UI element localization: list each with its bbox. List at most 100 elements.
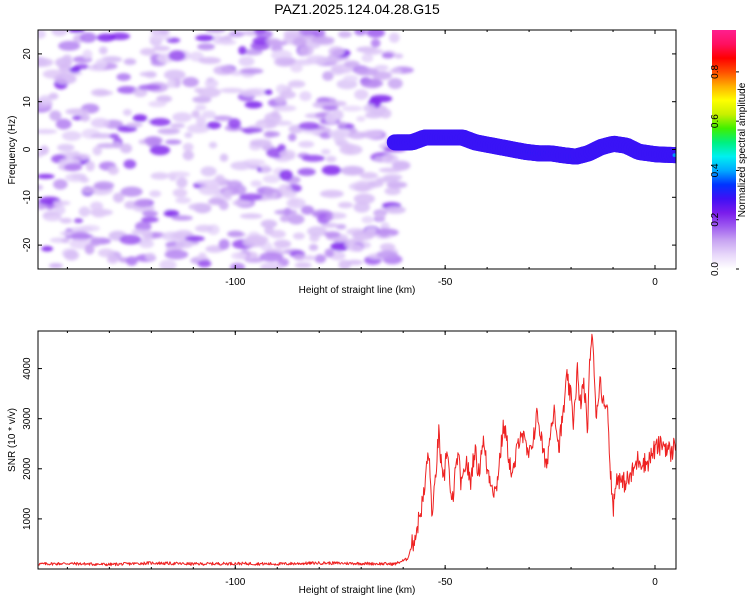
- noise-blob: [306, 55, 329, 65]
- noise-blob: [204, 79, 219, 88]
- noise-blob: [38, 173, 55, 179]
- noise-blob: [379, 108, 392, 119]
- noise-blob: [308, 243, 319, 251]
- noise-blob: [195, 104, 207, 111]
- noise-blob: [200, 166, 217, 177]
- noise-blob: [96, 143, 119, 149]
- noise-blob: [260, 219, 278, 229]
- noise-blob: [175, 239, 194, 249]
- noise-blob: [394, 53, 404, 59]
- noise-blob: [166, 37, 181, 44]
- noise-blob: [57, 143, 75, 152]
- noise-blob: [63, 163, 83, 172]
- noise-blob: [91, 208, 107, 218]
- noise-blob: [298, 121, 320, 131]
- snr-x-tick-label: 0: [652, 577, 658, 588]
- noise-blob: [231, 252, 247, 260]
- noise-blob: [245, 234, 269, 245]
- noise-blob: [349, 127, 358, 134]
- noise-blob: [41, 245, 54, 252]
- noise-blob: [186, 123, 210, 134]
- noise-blob: [311, 36, 335, 45]
- noise-blob: [302, 255, 317, 261]
- noise-blob: [38, 184, 44, 191]
- noise-blob: [38, 56, 48, 67]
- noise-blob: [362, 48, 384, 55]
- noise-blob: [239, 67, 264, 75]
- noise-blob: [150, 30, 171, 36]
- noise-blob: [260, 262, 284, 269]
- noise-blob: [322, 71, 334, 81]
- noise-blob: [259, 251, 284, 262]
- noise-blob: [230, 161, 252, 171]
- noise-blob: [90, 118, 110, 128]
- snr-y-label: SNR (10 * v/v): [7, 408, 18, 472]
- noise-blob: [332, 131, 345, 143]
- noise-blob: [145, 252, 156, 261]
- noise-blob: [366, 30, 385, 38]
- noise-blob: [208, 141, 218, 149]
- noise-blob: [240, 127, 264, 133]
- noise-blob: [239, 89, 262, 97]
- noise-blob: [218, 200, 229, 211]
- snr-y-tick-label: 4000: [22, 357, 33, 380]
- noise-blob: [274, 209, 298, 215]
- noise-blob: [201, 110, 217, 119]
- noise-blob: [250, 180, 262, 188]
- noise-blob: [54, 73, 77, 85]
- noise-blob: [290, 63, 303, 73]
- colorbar-ticks: 0.0 0.2 0.4 0.6 0.8: [710, 64, 739, 276]
- noise-blob: [274, 57, 295, 67]
- noise-blob: [120, 143, 133, 154]
- noise-blob: [381, 154, 399, 164]
- noise-blob: [353, 193, 375, 205]
- snr-x-label: Height of straight line (km): [299, 585, 416, 596]
- noise-blob: [69, 66, 81, 73]
- noise-blob: [149, 118, 171, 127]
- noise-blob: [298, 30, 314, 36]
- noise-blob: [168, 50, 186, 62]
- noise-blob: [265, 38, 281, 44]
- noise-blob: [321, 148, 331, 155]
- noise-blob: [79, 177, 90, 183]
- noise-blob: [68, 30, 85, 33]
- noise-blob: [62, 54, 73, 64]
- noise-blob: [93, 181, 115, 190]
- noise-blob: [132, 114, 148, 122]
- noise-blob: [59, 217, 73, 224]
- noise-blob: [361, 215, 374, 224]
- noise-blob: [219, 87, 244, 94]
- noise-blob: [182, 150, 194, 161]
- snr-plot-area: [38, 331, 676, 569]
- noise-blob: [389, 68, 403, 74]
- spectrogram-y-tick-label: -20: [22, 237, 33, 252]
- noise-blob: [61, 237, 70, 244]
- noise-blob: [141, 229, 153, 241]
- noise-blob: [383, 174, 403, 181]
- noise-blob: [92, 146, 103, 156]
- noise-blob: [116, 73, 131, 81]
- noise-blob: [38, 95, 52, 105]
- noise-blob: [176, 177, 188, 188]
- noise-blob: [55, 118, 72, 130]
- noise-blob: [324, 248, 335, 258]
- spectrogram-y-tick-label: 0: [22, 146, 33, 152]
- noise-blob: [343, 60, 360, 68]
- noise-blob: [185, 235, 205, 242]
- noise-blob: [279, 215, 290, 223]
- noise-blob: [292, 232, 305, 240]
- noise-blob: [144, 136, 163, 146]
- noise-blob: [321, 165, 342, 176]
- snr-y-tick-label: 3000: [22, 407, 33, 430]
- noise-blob: [228, 118, 241, 129]
- noise-blob: [324, 112, 338, 124]
- noise-blob: [61, 130, 82, 141]
- noise-blob: [53, 179, 68, 190]
- noise-blob: [48, 262, 63, 269]
- noise-blob: [70, 226, 94, 233]
- snr-frame: [37, 330, 677, 570]
- noise-blob: [243, 48, 263, 56]
- snr-y-ticks: 1000 2000 3000 4000: [22, 357, 676, 530]
- noise-blob: [182, 77, 199, 88]
- noise-blob: [321, 222, 339, 228]
